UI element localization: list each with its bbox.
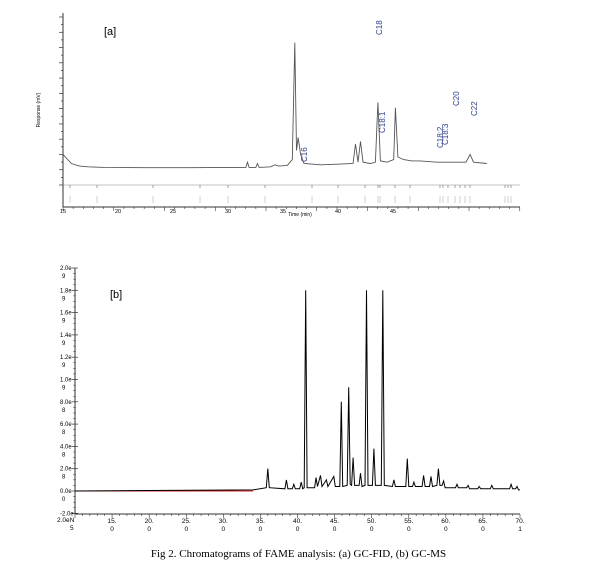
panel-b-x-tick-label: 65. bbox=[478, 518, 487, 525]
panel-b-x-tick-sublabel: 0 bbox=[147, 526, 151, 533]
panel-b-y-tick-sublabel: 9 bbox=[62, 274, 66, 280]
panel-a-x-tick-label: 15 bbox=[60, 209, 66, 215]
peak-label-c18-3: C18:3 bbox=[441, 123, 450, 145]
panel-a-x-label: Time (min) bbox=[288, 212, 312, 218]
panel-b-y-tick-label: 2.0e bbox=[60, 467, 72, 473]
panel-b-x-tick-sublabel: 0 bbox=[259, 526, 263, 533]
peak-label-c22: C22 bbox=[470, 101, 479, 116]
panel-b-y-tick-label: 1.0e bbox=[60, 378, 72, 384]
panel-b-y-tick-sublabel: 9 bbox=[62, 319, 66, 325]
panel-b-x-tick-sublabel: 0 bbox=[444, 526, 448, 533]
panel-a-y-ticks bbox=[59, 16, 63, 186]
panel-b-trace bbox=[74, 290, 520, 492]
panel-b-y-tick-label: 4.0e bbox=[60, 444, 72, 450]
panel-b-x-tick-label: 40. bbox=[293, 518, 302, 525]
panel-b-y-tick-label: -2.0e bbox=[60, 511, 74, 517]
panel-b-y-tick-sublabel: 9 bbox=[62, 363, 66, 369]
panel-b-y-tick-label: 6.0e bbox=[60, 422, 72, 428]
panel-b-x-tick-label: 45. bbox=[330, 518, 339, 525]
panel-b-x-tick-label: 35. bbox=[256, 518, 265, 525]
panel-b-x-ticks: 15.020.025.030.035.040.045.050.055.060.0… bbox=[74, 514, 525, 533]
panel-b-gc-ms: 2.0e 9 1.8e 9 1.6e 9 1.4e 9 1.2e 9 1.0e 9 8.0e 8 6.0e 8… bbox=[57, 266, 525, 533]
panel-b-x-tick-sublabel: 0 bbox=[407, 526, 411, 533]
panel-b-y-tick-sublabel: 9 bbox=[62, 296, 66, 302]
panel-b-y-tick-label: 1.2e bbox=[60, 355, 72, 361]
panel-b-x-tick-label: 30. bbox=[219, 518, 228, 525]
panel-b-y-tick-sublabel: 0 bbox=[62, 497, 66, 503]
panel-a-x-ticks: 15 20 25 30 35 40 45 bbox=[60, 207, 521, 215]
panel-b-x-tick-sublabel: 0 bbox=[481, 526, 485, 533]
peak-label-c18: C18 bbox=[375, 20, 384, 35]
panel-b-x-tick-sublabel: 0 bbox=[184, 526, 188, 533]
panel-b-x-tick-label: 25. bbox=[182, 518, 191, 525]
panel-b-y-tick-label: 1.4e bbox=[60, 333, 72, 339]
peak-label-c18-1: C18:1 bbox=[378, 111, 387, 133]
panel-b-x-tick-sublabel: 0 bbox=[296, 526, 300, 533]
panel-b-x-tick-label: 60. bbox=[441, 518, 450, 525]
panel-a-gc-fid: 15 20 25 30 35 40 45 [a] Response (mV) Time (m… bbox=[36, 13, 521, 218]
panel-b-y-tick-label: 2.0e bbox=[60, 266, 72, 272]
panel-b-x-tick-label: 15. bbox=[108, 518, 117, 525]
panel-b-x-tick-sublabel: 1 bbox=[518, 526, 522, 533]
panel-a-y-label: Response (mV) bbox=[36, 92, 42, 127]
panel-b-x-edge-label-top: 2.0eN bbox=[57, 517, 75, 524]
peak-label-c18-2: C18:2 bbox=[436, 126, 445, 148]
panel-b-x-tick-label: 70. bbox=[515, 518, 524, 525]
panel-a-inner-ticks bbox=[69, 185, 512, 203]
panel-b-y-tick-sublabel: 9 bbox=[62, 341, 66, 347]
panel-a-x-tick-label: 20 bbox=[115, 209, 121, 215]
panel-b-y-tick-sublabel: 8 bbox=[62, 430, 66, 436]
panel-b-y-tick-sublabel: 8 bbox=[62, 408, 66, 414]
peak-label-c20: C20 bbox=[452, 91, 461, 106]
panel-b-label: [b] bbox=[110, 289, 122, 301]
panel-b-x-tick-sublabel: 0 bbox=[110, 526, 114, 533]
panel-a-x-tick-label: 40 bbox=[335, 209, 341, 215]
figure-caption: Fig 2. Chromatograms of FAME analysis: (… bbox=[150, 548, 447, 560]
panel-b-y-tick-sublabel: 8 bbox=[62, 475, 66, 481]
panel-a-x-tick-label: 45 bbox=[390, 209, 396, 215]
panel-b-x-tick-label: 55. bbox=[404, 518, 413, 525]
panel-a-label: [a] bbox=[104, 26, 116, 38]
panel-b-y-tick-label: 8.0e bbox=[60, 400, 72, 406]
peak-label-c16: C16 bbox=[300, 147, 309, 162]
panel-b-y-tick-sublabel: 8 bbox=[62, 452, 66, 458]
panel-b-x-tick-label: 50. bbox=[367, 518, 376, 525]
panel-b-x-edge-label-bottom: 5 bbox=[70, 525, 74, 532]
panel-b-y-tick-sublabel: 9 bbox=[62, 386, 66, 392]
panel-a-peak-labels: C16 C18 C18:1 C18:2 C18:3 C20 C22 bbox=[300, 20, 479, 162]
panel-a-x-tick-label: 35 bbox=[280, 209, 286, 215]
panel-b-y-ticks: 2.0e 9 1.8e 9 1.6e 9 1.4e 9 1.2e 9 1.0e 9 8.0e 8 6.0e 8… bbox=[60, 266, 78, 517]
panel-b-x-tick-sublabel: 0 bbox=[370, 526, 374, 533]
panel-b-x-tick-sublabel: 0 bbox=[333, 526, 337, 533]
panel-b-y-tick-label: 1.8e bbox=[60, 288, 72, 294]
panel-b-x-tick-sublabel: 0 bbox=[222, 526, 226, 533]
panel-a-trace bbox=[62, 42, 487, 169]
panel-b-x-tick-label: 20. bbox=[145, 518, 154, 525]
panel-a-x-tick-label: 25 bbox=[170, 209, 176, 215]
panel-b-y-tick-label: 1.6e bbox=[60, 311, 72, 317]
panel-a-x-tick-label: 30 bbox=[225, 209, 231, 215]
panel-b-y-tick-label: 0.0e bbox=[60, 489, 72, 495]
